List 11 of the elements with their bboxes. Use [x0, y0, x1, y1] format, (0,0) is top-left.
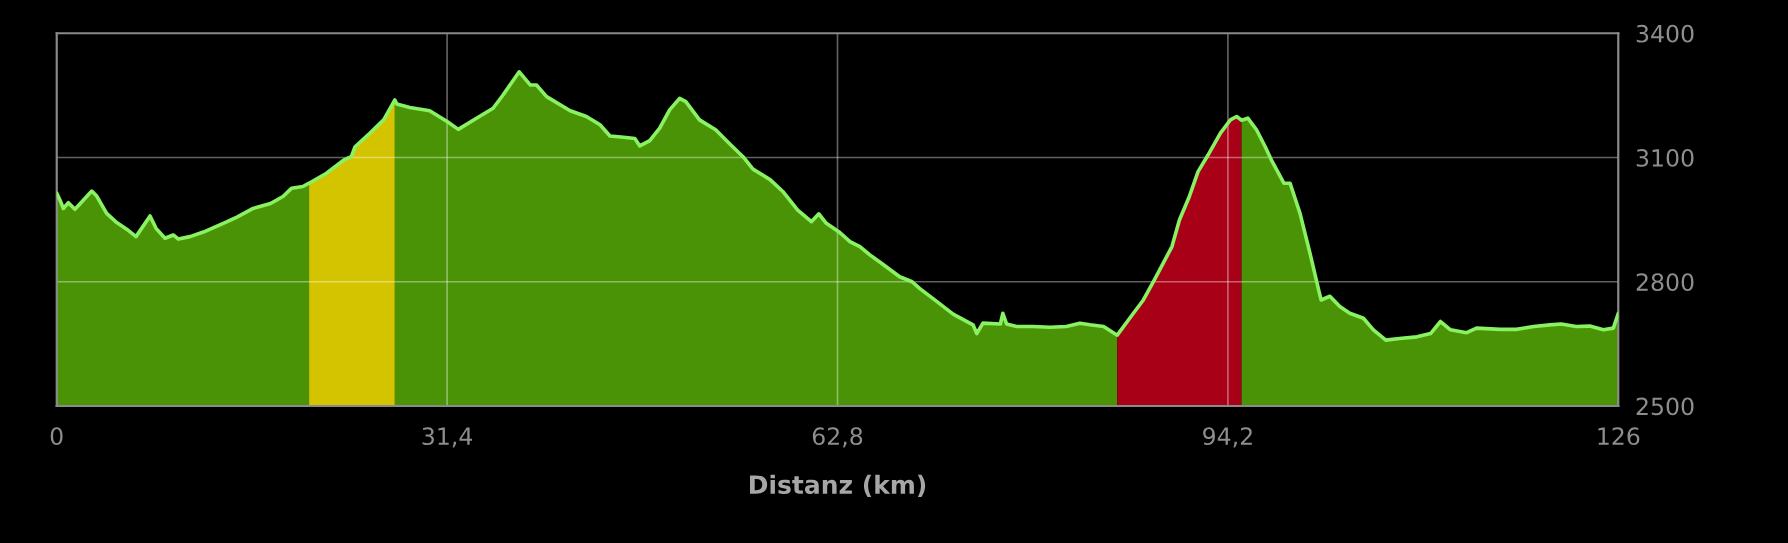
y-tick-label: 3400 — [1636, 24, 1694, 43]
x-tick-label: 31,4 — [422, 427, 473, 448]
x-tick-label: 126 — [1598, 427, 1640, 446]
x-tick-label: 0 — [50, 427, 63, 446]
x-tick-label: 62,8 — [812, 427, 863, 448]
y-tick-label: 3100 — [1636, 148, 1694, 167]
x-tick-label: 94,2 — [1203, 427, 1252, 448]
y-tick-label: 2500 — [1636, 397, 1694, 416]
x-axis-title: Distanz (km) — [750, 474, 926, 497]
y-tick-label: 2800 — [1636, 273, 1694, 292]
line-series — [56, 69, 1619, 342]
